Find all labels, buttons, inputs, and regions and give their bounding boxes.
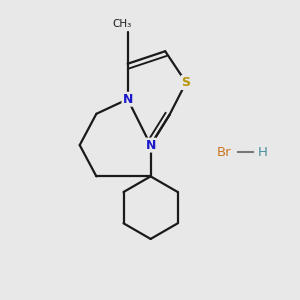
- Text: S: S: [182, 76, 190, 89]
- Text: H: H: [258, 146, 268, 159]
- Text: Br: Br: [216, 146, 231, 159]
- Text: N: N: [122, 93, 133, 106]
- Text: N: N: [146, 139, 156, 152]
- Text: CH₃: CH₃: [112, 19, 131, 28]
